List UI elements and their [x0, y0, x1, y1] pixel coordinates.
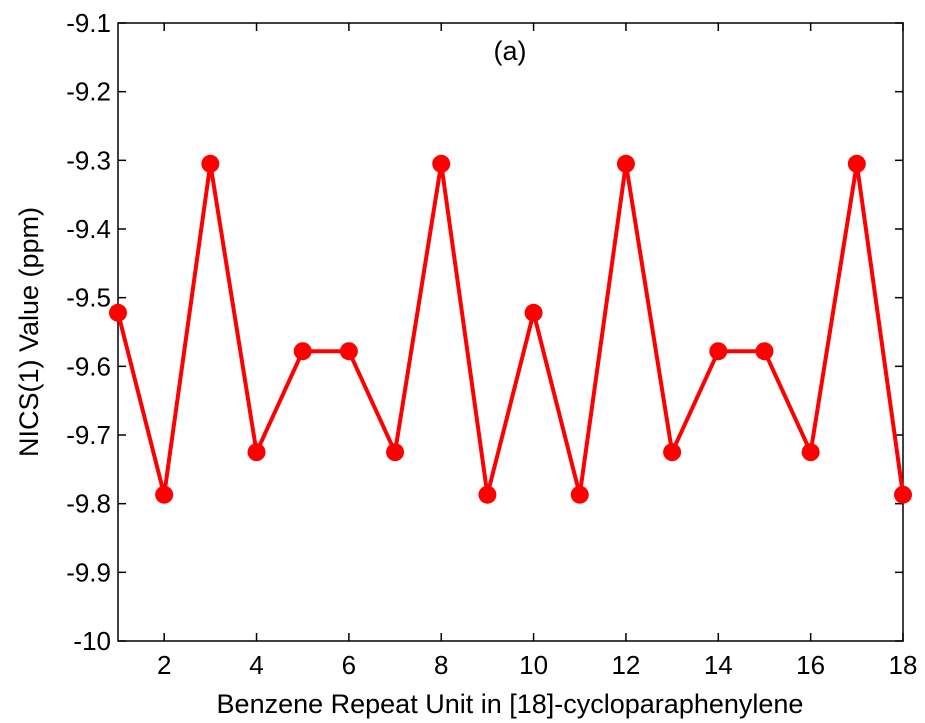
- y-tick-label: -10: [73, 626, 111, 656]
- series-line: [116, 163, 905, 496]
- y-axis-label: NICS(1) Value (ppm): [14, 207, 44, 457]
- data-point: [201, 154, 220, 173]
- data-point: [524, 303, 543, 322]
- data-point: [616, 154, 635, 173]
- y-tick-label: -9.8: [66, 489, 111, 519]
- data-point: [847, 154, 866, 173]
- y-tick-label: -9.1: [66, 8, 111, 38]
- x-tick-label: 18: [889, 650, 918, 680]
- data-point: [663, 443, 682, 462]
- x-axis-label: Benzene Repeat Unit in [18]-cycloparaphe…: [217, 689, 804, 719]
- y-axis-ticks: -9.1 -9.2 -9.3 -9.4 -9.5 -9.6 -9.7 -9.8 -9.9 -10: [66, 8, 903, 656]
- x-axis-ticks: 2 4 6 8 10 12 14 16 18: [157, 23, 918, 680]
- x-tick-label: 16: [796, 650, 825, 680]
- data-point: [293, 342, 312, 361]
- series-layer: [109, 154, 912, 504]
- y-tick-label: -9.3: [66, 145, 111, 175]
- data-point: [755, 342, 774, 361]
- data-point: [432, 154, 451, 173]
- panel-annotation: (a): [494, 36, 527, 66]
- data-point: [894, 485, 912, 504]
- data-point: [155, 485, 174, 504]
- y-tick-label: -9.9: [66, 557, 111, 587]
- x-tick-label: 6: [342, 650, 356, 680]
- y-tick-label: -9.7: [66, 420, 111, 450]
- x-tick-label: 2: [157, 650, 171, 680]
- y-tick-label: -9.2: [66, 77, 111, 107]
- data-point: [801, 443, 820, 462]
- x-tick-label: 8: [434, 650, 448, 680]
- data-point: [570, 485, 589, 504]
- x-tick-label: 10: [519, 650, 548, 680]
- data-point: [709, 342, 728, 361]
- y-tick-label: -9.6: [66, 351, 111, 381]
- plot-area: [117, 22, 904, 642]
- x-tick-label: 4: [249, 650, 263, 680]
- data-point: [386, 443, 405, 462]
- data-point: [478, 485, 497, 504]
- data-point: [109, 303, 127, 322]
- data-point: [339, 342, 358, 361]
- data-point: [247, 443, 266, 462]
- y-tick-label: -9.4: [66, 214, 111, 244]
- x-tick-label: 12: [611, 650, 640, 680]
- x-tick-label: 14: [704, 650, 733, 680]
- y-tick-label: -9.5: [66, 283, 111, 313]
